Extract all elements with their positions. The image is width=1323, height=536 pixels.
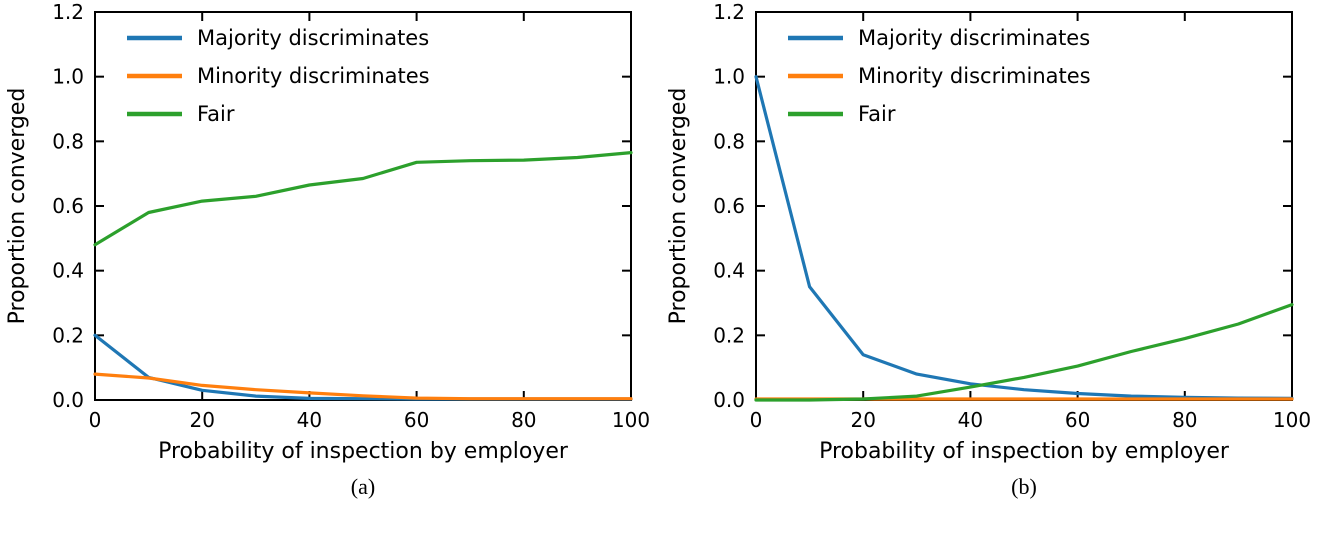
- x-tick-label: 60: [404, 408, 429, 432]
- x-tick-label: 100: [1273, 408, 1311, 432]
- x-tick-label: 80: [1172, 408, 1197, 432]
- figure: 0 20 40 60 80 100 0.0 0.2 0.4 0.6 0.8 1.0 1.2 Probabi…: [0, 0, 1322, 500]
- caption-b: (b): [1011, 474, 1037, 499]
- y-tick-label: 0.8: [713, 129, 745, 153]
- y-tick-label: 1.2: [52, 0, 84, 24]
- series-majority-discriminates: [754, 75, 1294, 400]
- x-tick-label: 40: [958, 408, 983, 432]
- y-tick-label: 1.0: [713, 65, 745, 89]
- x-tick-label: 0: [750, 408, 763, 432]
- subplot-a: 0 20 40 60 80 100 0.0 0.2 0.4 0.6 0.8 1.0 1.2 Probabi…: [0, 0, 661, 500]
- y-tick-label: 0.2: [52, 323, 84, 347]
- x-tick-label: 20: [189, 408, 214, 432]
- x-axis-label: Probability of inspection by employer: [158, 439, 569, 464]
- y-tick-label: 1.2: [713, 0, 745, 24]
- x-tick-label: 60: [1065, 408, 1090, 432]
- legend-label: Majority discriminates: [197, 26, 429, 50]
- y-axis-label: Proportion converged: [666, 88, 691, 325]
- legend-label: Fair: [858, 102, 896, 126]
- x-tick-label: 20: [850, 408, 875, 432]
- y-tick-label: 0.0: [52, 388, 84, 412]
- series-fair: [93, 151, 633, 247]
- y-tick-label: 0.4: [713, 259, 745, 283]
- caption-a: (a): [350, 474, 376, 499]
- chart-a-canvas: 0 20 40 60 80 100 0.0 0.2 0.4 0.6 0.8 1.0 1.2 Probabi…: [5, 0, 650, 464]
- y-tick-label: 0.0: [713, 388, 745, 412]
- y-tick-label: 0.6: [52, 194, 84, 218]
- y-axis-label: Proportion converged: [5, 88, 30, 325]
- chart-b-canvas: 0 20 40 60 80 100 0.0 0.2 0.4 0.6 0.8 1.0 1.2 Probabi…: [666, 0, 1311, 464]
- x-axis-label: Probability of inspection by employer: [819, 439, 1230, 464]
- legend-label: Minority discriminates: [858, 64, 1091, 88]
- x-tick-label: 40: [297, 408, 322, 432]
- x-tick-label: 100: [612, 408, 650, 432]
- y-tick-label: 0.6: [713, 194, 745, 218]
- legend-label: Fair: [197, 102, 235, 126]
- subplot-b: 0 20 40 60 80 100 0.0 0.2 0.4 0.6 0.8 1.0 1.2 Probabi…: [661, 0, 1322, 500]
- series-minority-discriminates: [93, 372, 633, 401]
- series-fair: [754, 303, 1294, 402]
- x-tick-label: 80: [511, 408, 536, 432]
- y-tick-label: 0.8: [52, 129, 84, 153]
- x-tick-label: 0: [89, 408, 102, 432]
- series-majority-discriminates: [93, 333, 633, 401]
- legend-label: Minority discriminates: [197, 64, 430, 88]
- legend-label: Majority discriminates: [858, 26, 1090, 50]
- y-tick-label: 0.4: [52, 259, 84, 283]
- y-tick-label: 1.0: [52, 65, 84, 89]
- y-tick-label: 0.2: [713, 323, 745, 347]
